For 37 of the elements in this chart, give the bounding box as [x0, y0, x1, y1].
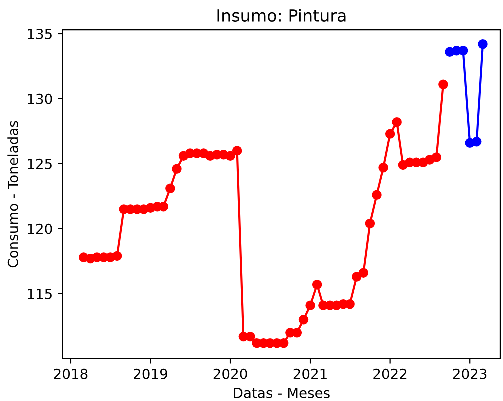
x-tick-label: 2019 — [134, 368, 168, 380]
y-tick-label: 130 — [28, 94, 52, 104]
y-axis-title: Consumo - Toneladas — [8, 121, 18, 268]
x-tick-label: 2023 — [453, 368, 487, 380]
point — [372, 190, 382, 200]
point — [358, 268, 369, 278]
point — [432, 152, 442, 162]
x-tick-label: 2020 — [214, 368, 248, 380]
x-tick-label: 2022 — [374, 368, 407, 380]
point — [172, 164, 182, 174]
point — [352, 272, 362, 282]
chart-title: Insumo: Pintura — [218, 9, 346, 22]
point — [365, 218, 376, 229]
y-tick-label: 115 — [28, 289, 52, 300]
point — [378, 162, 388, 173]
point — [166, 184, 176, 194]
point — [298, 315, 309, 325]
x-axis-title: Datas - Meses — [234, 388, 330, 398]
point — [438, 80, 448, 90]
point — [312, 280, 322, 290]
point — [112, 251, 122, 262]
point — [385, 129, 396, 139]
point — [392, 117, 402, 128]
point — [345, 299, 355, 310]
x-tick-label: 2018 — [54, 368, 88, 380]
y-tick-label: 125 — [28, 158, 52, 170]
point — [472, 136, 482, 147]
point — [292, 328, 302, 338]
y-tick-label: 120 — [28, 224, 52, 234]
y-tick-label: 135 — [28, 28, 52, 40]
point — [279, 338, 289, 348]
point — [232, 146, 242, 156]
point — [306, 300, 316, 310]
point — [478, 40, 488, 50]
point — [226, 151, 236, 162]
x-tick-label: 2021 — [294, 368, 327, 380]
point — [246, 332, 256, 342]
